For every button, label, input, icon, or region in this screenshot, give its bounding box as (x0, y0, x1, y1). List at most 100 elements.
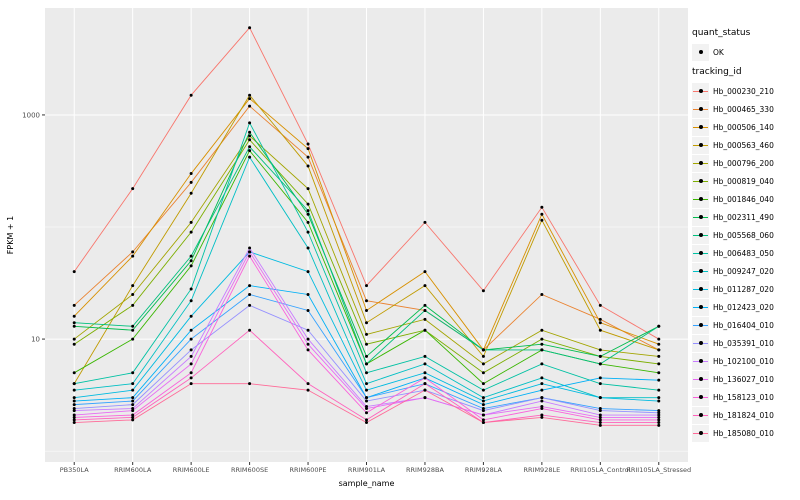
data-point (306, 382, 310, 386)
series-key-icon (692, 262, 709, 280)
data-point (306, 212, 310, 216)
data-point (131, 337, 135, 341)
data-point (72, 418, 76, 422)
data-point (72, 342, 76, 346)
data-point (423, 396, 427, 400)
series-point-icon (698, 233, 703, 237)
data-point (540, 376, 544, 380)
data-point (540, 396, 544, 400)
data-point (189, 362, 193, 366)
series-point-icon (698, 143, 703, 147)
data-point (657, 421, 661, 425)
data-point (481, 396, 485, 400)
x-tick-label: RRIM928BA (406, 466, 444, 474)
series-key-icon (692, 154, 709, 172)
data-point (365, 382, 368, 386)
data-point (481, 371, 485, 375)
data-point (657, 411, 661, 415)
data-point (657, 342, 661, 346)
data-point (72, 324, 76, 328)
series-point-icon (698, 125, 703, 129)
data-point (131, 303, 135, 307)
data-point (598, 362, 602, 366)
data-point (481, 421, 485, 425)
data-point (72, 314, 76, 318)
series-key-icon (692, 244, 709, 262)
legend-item-tracking: Hb_181824_010 (692, 406, 800, 424)
legend-item-ok: OK (692, 43, 800, 61)
data-point (365, 371, 368, 375)
series-point-icon (698, 89, 703, 93)
data-point (657, 362, 661, 366)
data-point (248, 284, 252, 288)
series-key-icon (692, 190, 709, 208)
data-point (131, 371, 135, 375)
data-point (131, 328, 135, 332)
data-point (598, 317, 602, 321)
data-point (540, 415, 544, 419)
data-point (598, 396, 602, 400)
data-point (131, 418, 135, 422)
legend-item-tracking: Hb_000819_040 (692, 172, 800, 190)
data-point (365, 399, 368, 403)
data-point (540, 348, 544, 352)
legend-label-tracking: Hb_005568_060 (713, 230, 774, 240)
data-point (657, 399, 661, 403)
legend-tracking-items: Hb_000230_210 Hb_000465_330 Hb_000506_140 H… (692, 82, 800, 442)
series-key-icon (692, 316, 709, 334)
data-point (365, 407, 368, 411)
series-point-icon (698, 413, 703, 417)
data-point (306, 202, 310, 206)
data-point (481, 418, 485, 422)
data-point (598, 415, 602, 419)
data-point (657, 413, 661, 417)
x-tick-label: RRIM928LE (524, 466, 561, 474)
x-tick-label: PB350LA (60, 466, 90, 474)
data-point (248, 250, 252, 254)
data-point (131, 324, 135, 328)
data-point (248, 130, 252, 134)
data-point (248, 303, 252, 307)
data-point (306, 270, 310, 274)
data-point (306, 308, 310, 312)
legend-label-tracking: Hb_001846_040 (713, 194, 774, 204)
data-point (365, 396, 368, 400)
data-point (365, 332, 368, 336)
data-point (481, 409, 485, 413)
x-tick-label: RRIM928LA (465, 466, 503, 474)
data-point (423, 308, 427, 312)
data-point (365, 299, 368, 303)
series-point-icon (698, 179, 703, 183)
data-point (423, 220, 427, 224)
series-point-icon (698, 377, 703, 381)
data-point (72, 382, 76, 386)
legend-item-tracking: Hb_012423_020 (692, 298, 800, 316)
data-point (248, 149, 252, 153)
data-point (481, 413, 485, 417)
data-point (72, 371, 76, 375)
data-point (365, 362, 368, 366)
legend-item-tracking: Hb_035391_010 (692, 334, 800, 352)
data-point (481, 354, 485, 358)
data-point (72, 388, 76, 392)
data-point (72, 409, 76, 413)
legend-item-tracking: Hb_000230_210 (692, 82, 800, 100)
series-point-icon (698, 395, 703, 399)
y-tick-label: 10 (31, 336, 40, 344)
data-point (423, 270, 427, 274)
legend-label-tracking: Hb_011287_020 (713, 284, 774, 294)
legend-label-tracking: Hb_012423_020 (713, 302, 774, 312)
data-point (189, 191, 193, 195)
data-point (657, 409, 661, 413)
data-point (481, 362, 485, 366)
data-point (540, 218, 544, 222)
data-point (540, 407, 544, 411)
series-key-icon (692, 226, 709, 244)
data-point (365, 284, 368, 288)
data-point (189, 328, 193, 332)
data-point (423, 388, 427, 392)
legend-item-tracking: Hb_011287_020 (692, 280, 800, 298)
data-point (540, 212, 544, 216)
